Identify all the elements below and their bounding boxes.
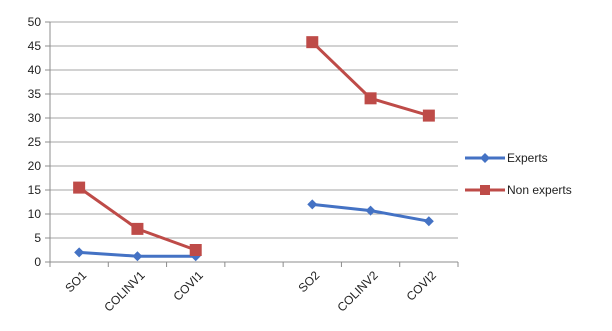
series-layer [73,36,435,262]
x-axis-ticks: SO1 COLINV1 COVI1 SO2 COLINV2 COVI2 [49,262,459,314]
x-tick-label: SO2 [296,268,323,295]
data-point-marker [189,244,202,256]
data-point-marker [306,36,319,49]
legend: Experts Non experts [465,151,572,197]
y-tick-label: 30 [28,111,42,125]
y-tick-label: 15 [28,183,42,197]
y-tick-label: 20 [28,159,42,173]
data-point-marker [74,247,85,258]
legend-marker [480,185,490,195]
data-point-marker [422,109,435,122]
y-tick-label: 0 [34,255,41,269]
series-line-non-experts [311,41,430,118]
x-tick-label: COLINV2 [334,268,380,314]
data-point-marker [73,181,86,194]
series-line-non-experts [78,186,197,252]
x-tick-label: COVI2 [404,268,440,304]
y-tick-label: 25 [28,135,42,149]
x-tick-label: COLINV1 [101,268,147,314]
y-tick-label: 50 [28,15,42,29]
legend-label: Experts [507,151,548,165]
legend-label: Non experts [507,183,572,197]
data-point-marker [364,92,377,105]
x-tick-label: COVI1 [170,268,206,304]
data-point-marker [132,251,143,262]
y-tick-label: 40 [28,63,42,77]
y-axis-ticks: 0 5 10 15 20 25 30 35 40 45 50 [28,15,50,269]
data-point-marker [365,205,376,216]
y-tick-label: 35 [28,87,42,101]
y-tick-label: 45 [28,39,42,53]
data-point-marker [131,222,144,235]
legend-marker [480,153,490,163]
data-point-marker [307,199,318,210]
x-tick-label: SO1 [62,268,89,295]
gridlines [50,21,458,239]
y-tick-label: 10 [28,207,42,221]
y-tick-label: 5 [34,231,41,245]
data-point-marker [423,216,434,227]
